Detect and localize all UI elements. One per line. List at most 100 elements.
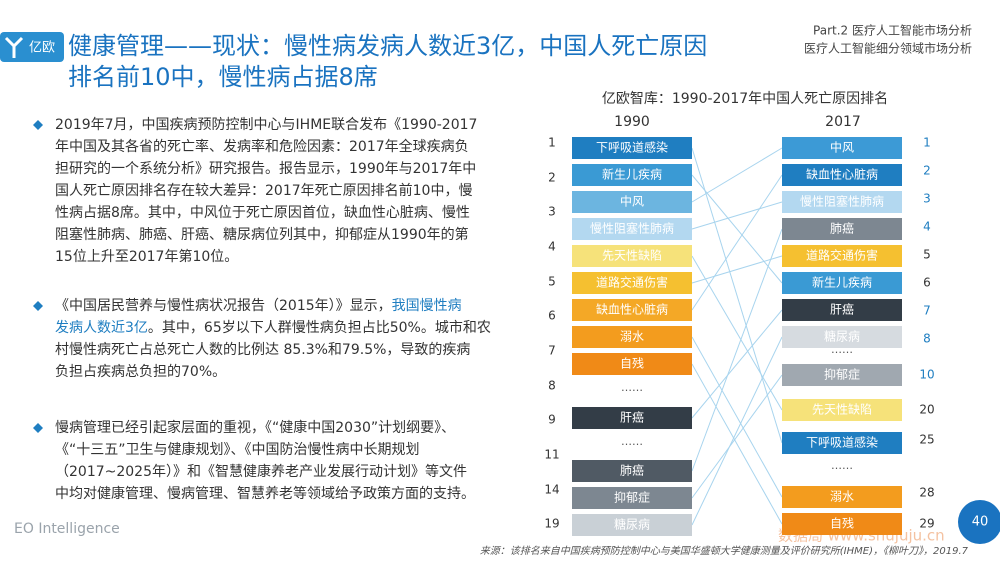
cause-label: 抑郁症: [824, 367, 860, 382]
text-segment: 性病占据8席。其中，中风位于死亡原因首位，缺血性心脏病、慢性: [55, 204, 470, 221]
rank: 10: [919, 368, 934, 382]
cause-box: [572, 487, 692, 509]
subsection: 医疗人工智能细分领域市场分析: [804, 41, 972, 56]
rank: 7: [548, 344, 556, 358]
text-segment: 阻塞性肺病、肺癌、肝癌、糖尿病位列其中，抑郁症从1990年的第: [55, 226, 469, 243]
cause-box: [572, 245, 692, 267]
text-segment: 村慢性病死亡占总死亡人数的比例达 85.3%和79.5%，导致的疾病: [55, 341, 470, 358]
cause-box: [782, 513, 902, 535]
rank: 28: [919, 486, 934, 500]
rank: 8: [548, 379, 556, 393]
rank: 7: [923, 304, 931, 318]
rank: 14: [544, 483, 559, 497]
cause-box: [572, 407, 692, 429]
paragraph-line: 阻塞性肺病、肺癌、肝癌、糖尿病位列其中，抑郁症从1990年的第: [55, 226, 469, 243]
cause-label: 新生儿疾病: [812, 275, 872, 290]
rank: 9: [548, 413, 556, 427]
cause-label: 新生儿疾病: [602, 167, 662, 182]
text-segment: 15位上升至2017年第10位。: [55, 248, 238, 265]
rank: 3: [923, 192, 931, 206]
ellipsis: ……: [621, 381, 643, 394]
source: 来源：该排名来自中国疾病预防控制中心与美国华盛顿大学健康测量及评价研究所(IHM…: [480, 545, 969, 557]
connector: [691, 174, 783, 311]
cause-box: [572, 299, 692, 321]
cause-label: 中风: [830, 140, 854, 155]
paragraph-line: 15位上升至2017年第10位。: [55, 248, 238, 265]
logo-icon: [4, 36, 24, 58]
cause-box: [572, 460, 692, 482]
connector: [691, 309, 783, 419]
connector: [691, 147, 783, 444]
paragraph-line: 中均对健康管理、慢病管理、智慧养老等领域给予政策方面的支持。: [55, 485, 475, 502]
cause-box: [782, 137, 902, 159]
cause-box: [572, 218, 692, 240]
connector: [691, 255, 783, 284]
cause-label: 下呼吸道感染: [806, 435, 878, 450]
ellipsis: ……: [831, 459, 853, 472]
paragraph-line: 2019年7月，中国疾病预防控制中心与IHME联合发布《1990-2017: [55, 117, 477, 133]
cause-label: 下呼吸道感染: [596, 140, 668, 155]
connector: [691, 201, 783, 230]
page-number: 40: [972, 515, 989, 530]
cause-box: [782, 399, 902, 421]
connector: [691, 228, 783, 472]
cause-box: [782, 432, 902, 454]
section: Part.2 医疗人工智能市场分析: [813, 23, 972, 38]
cause-box: [572, 272, 692, 294]
cause-box: [572, 191, 692, 213]
paragraph-line: 担研究的一个系统分析》研究报告。报告显示，1990年与2017年中: [55, 161, 476, 177]
connector: [691, 374, 783, 499]
cause-box: [782, 272, 902, 294]
cause-box: [572, 326, 692, 348]
cause-label: 抑郁症: [614, 490, 650, 505]
column-header: 1990: [614, 114, 650, 130]
highlight-text: 我国慢性病: [392, 297, 462, 314]
rank: 5: [923, 248, 931, 262]
rank: 29: [919, 517, 934, 531]
paragraph-line: 国人死亡原因排名存在较大差异：2017年死亡原因排名前10中，慢: [55, 182, 472, 199]
cause-label: 道路交通伤害: [596, 275, 668, 290]
cause-label: 慢性阻塞性肺病: [800, 194, 884, 209]
text-segment: （2017~2025年）》和《智慧健康养老产业发展行动计划》等文件: [55, 463, 467, 480]
cause-box: [782, 164, 902, 186]
rank: 6: [548, 309, 556, 323]
connector: [691, 255, 783, 411]
cause-box: [782, 326, 902, 348]
cause-label: 糖尿病: [824, 329, 860, 344]
cause-box: [782, 191, 902, 213]
ellipsis: ……: [831, 343, 853, 356]
connector: [691, 147, 783, 203]
highlight-text: 发病人数近3亿: [55, 320, 148, 336]
paragraph-line: 负担占疾病总负担的70%。: [55, 364, 226, 380]
text-segment: 《中国居民营养与慢性病状况报告（2015年）》显示，: [55, 297, 392, 314]
paragraph-line: 性病占据8席。其中，中风位于死亡原因首位，缺血性心脏病、慢性: [55, 204, 470, 221]
rank: 20: [919, 403, 934, 417]
paragraph-line: 发病人数近3亿。其中，65岁以下人群慢性病负担占比50%。城市和农: [55, 319, 491, 336]
cause-label: 糖尿病: [614, 517, 650, 532]
text-segment: 中均对健康管理、慢病管理、智慧养老等领域给予政策方面的支持。: [55, 485, 475, 502]
cause-label: 自残: [830, 517, 854, 531]
text-segment: 年中国及其各省的死亡率、发病率和危险因素：2017年全球疾病负: [55, 138, 469, 155]
brand: EO Intelligence: [14, 521, 120, 537]
logo-text: 亿欧: [29, 41, 55, 56]
cause-box: [782, 218, 902, 240]
cause-label: 肺癌: [620, 463, 644, 478]
cause-label: 慢性阻塞性肺病: [590, 221, 674, 236]
text-segment: 慢病管理已经引起家层面的重视，《“健康中国2030”计划纲要》、: [55, 419, 455, 436]
cause-label: 道路交通伤害: [806, 248, 878, 263]
cause-label: 肺癌: [830, 221, 854, 236]
rank: 1: [923, 136, 931, 150]
rank: 6: [923, 276, 931, 290]
paragraph-line: 《中国居民营养与慢性病状况报告（2015年）》显示，我国慢性病: [55, 297, 462, 314]
rank: 11: [544, 448, 559, 462]
rank: 2: [548, 171, 556, 185]
title: 健康管理——现状：慢性病发病人数近3亿，中国人死亡原因: [68, 32, 707, 60]
logo-badge: [0, 32, 64, 62]
rank: 25: [919, 433, 934, 447]
cause-label: 缺血性心脏病: [596, 302, 668, 317]
rank: 1: [548, 136, 556, 150]
cause-box: [572, 164, 692, 186]
rank: 4: [548, 240, 556, 254]
cause-box: [782, 486, 902, 508]
